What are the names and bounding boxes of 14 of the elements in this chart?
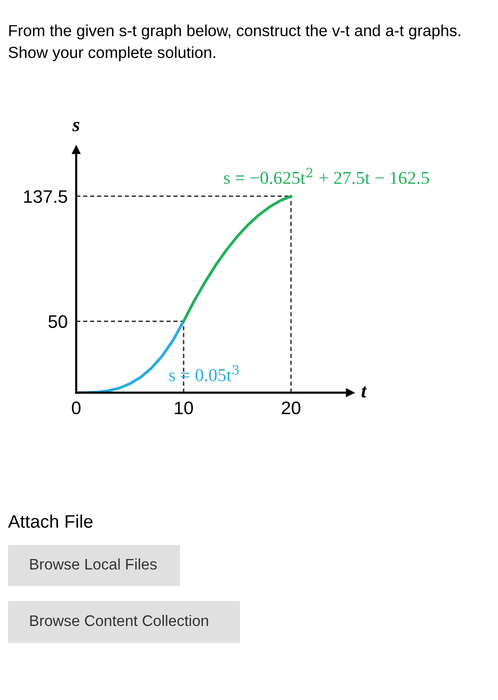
line-series [182, 194, 292, 323]
x-tick-label: 0 [72, 402, 81, 414]
text: Browse Local Files [30, 558, 157, 570]
x-axis-title: t [362, 386, 367, 398]
text: s = −0.625t$^{2}$ + 27.5t − 162.5 [224, 168, 430, 184]
y-axis-title: s [72, 122, 80, 132]
text: Browse Content Collection [30, 614, 208, 626]
text: Attach File [8, 514, 92, 528]
x-tick-label: 10 [174, 402, 193, 414]
y-tick-label: 50 [48, 315, 68, 328]
y-tick-label: 137.5 [24, 190, 68, 203]
series-label: s = 0.05t$^{3}$ [169, 365, 239, 382]
chart-title: From the given s-t graph below, construct the v-t and a-t graphs. Show your complete solution. [8, 24, 460, 62]
x-tick-label: 20 [282, 402, 300, 414]
